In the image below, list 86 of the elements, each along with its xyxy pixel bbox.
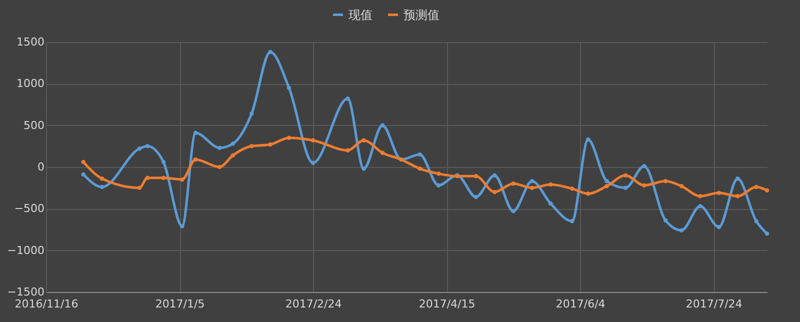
x-tick-label: 2017/1/5 — [155, 298, 205, 310]
x-tick-label: 2017/6/4 — [556, 298, 606, 310]
point — [145, 176, 150, 180]
point — [679, 184, 684, 188]
point — [570, 219, 574, 224]
point — [81, 172, 86, 177]
point — [362, 138, 366, 142]
point — [698, 204, 702, 208]
point — [346, 148, 350, 152]
point — [604, 184, 609, 188]
point — [137, 146, 142, 151]
point — [623, 173, 628, 178]
x-tick-label: 2016/11/16 — [14, 298, 78, 310]
point — [548, 182, 553, 187]
point — [310, 160, 316, 165]
y-tick-label: 1500 — [16, 36, 44, 48]
point — [754, 219, 758, 224]
point — [679, 228, 684, 232]
point — [642, 164, 646, 168]
point — [736, 176, 740, 181]
point — [474, 194, 478, 200]
point — [492, 173, 497, 178]
point — [286, 136, 292, 140]
point — [530, 179, 534, 184]
x-tick-label: 2017/2/24 — [285, 298, 342, 310]
point — [346, 96, 350, 101]
line-series — [81, 50, 770, 236]
point — [250, 144, 254, 148]
point — [161, 176, 166, 180]
point — [570, 186, 574, 191]
point — [623, 186, 628, 190]
point — [663, 179, 668, 184]
point — [286, 86, 292, 90]
point — [217, 164, 222, 170]
point — [586, 192, 590, 196]
point — [362, 166, 366, 171]
point — [663, 218, 668, 222]
point — [604, 179, 609, 184]
point — [530, 186, 534, 190]
point — [145, 144, 150, 148]
point — [716, 224, 722, 230]
point — [310, 138, 316, 142]
x-tick-label: 2017/4/15 — [418, 298, 476, 310]
point — [268, 50, 272, 54]
point — [161, 160, 166, 164]
point — [754, 184, 758, 190]
point — [250, 112, 254, 116]
point — [230, 142, 236, 146]
point — [698, 194, 702, 198]
point — [586, 137, 590, 142]
y-tick-label: −500 — [14, 202, 44, 216]
point — [548, 202, 553, 206]
point — [642, 183, 646, 188]
point — [418, 166, 422, 171]
point — [492, 190, 497, 194]
point — [180, 224, 184, 228]
point — [436, 172, 441, 176]
point — [380, 150, 385, 155]
point — [764, 232, 770, 236]
y-tick-label: −1500 — [7, 286, 44, 298]
point — [193, 157, 198, 162]
point — [511, 209, 516, 214]
point — [180, 177, 184, 182]
point — [137, 186, 142, 190]
point — [418, 152, 422, 157]
point — [100, 176, 104, 181]
y-tick-label: 500 — [24, 118, 44, 132]
point — [100, 184, 104, 190]
point — [268, 142, 272, 147]
point — [81, 160, 86, 164]
point — [764, 188, 770, 192]
y-tick-label: 1000 — [16, 77, 44, 90]
y-tick-label: 0 — [38, 160, 44, 174]
point — [736, 194, 740, 198]
point — [230, 153, 236, 158]
y-tick-label: −1000 — [7, 244, 44, 257]
point — [716, 190, 722, 195]
x-tick-label: 2017/7/24 — [686, 298, 742, 310]
legend-label: 预测值 — [404, 8, 440, 22]
legend-label: 现值 — [348, 8, 372, 22]
point — [193, 130, 198, 135]
point — [511, 182, 516, 186]
point — [436, 183, 441, 188]
point — [380, 123, 385, 128]
point — [474, 174, 478, 178]
point — [217, 146, 222, 150]
